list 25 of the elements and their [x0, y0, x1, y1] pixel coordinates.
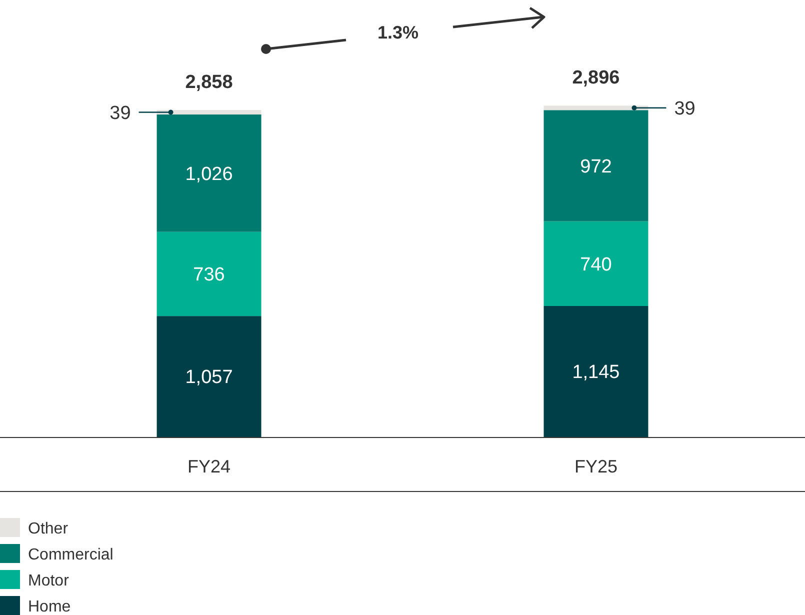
data-label: 39 [110, 102, 131, 124]
bar [544, 106, 648, 110]
x-tick-label: FY25 [574, 456, 618, 476]
bar [544, 221, 648, 306]
data-label: 1,026 [185, 164, 233, 185]
bar [156, 316, 262, 437]
data-label: 1,145 [572, 362, 620, 384]
data-label: 740 [580, 254, 612, 276]
total-label: 2,858 [185, 72, 233, 93]
data-label: 39 [674, 98, 696, 120]
total-label: 2,896 [572, 68, 620, 89]
bar [544, 306, 648, 437]
data-label: 1,057 [185, 367, 233, 388]
legend-label: Motor [28, 572, 70, 590]
bar [156, 114, 262, 232]
bar [544, 110, 648, 222]
bar [156, 110, 262, 114]
data-label: 736 [193, 264, 225, 286]
x-tick-label: FY24 [188, 456, 231, 476]
bar [156, 232, 262, 316]
legend-label: Commercial [28, 546, 114, 564]
legend-label: Other [28, 520, 69, 538]
legend-label: Home [28, 598, 71, 615]
data-label: 972 [580, 156, 612, 178]
text: 1.3% [377, 22, 419, 42]
